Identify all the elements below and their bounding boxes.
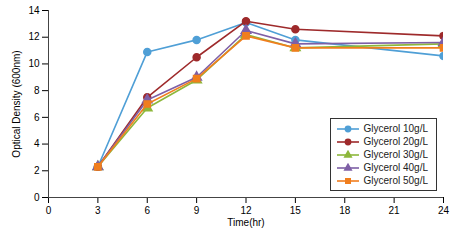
svg-text:0: 0 (34, 192, 40, 203)
svg-text:12: 12 (28, 31, 40, 42)
svg-text:6: 6 (144, 205, 150, 216)
svg-text:2: 2 (34, 165, 40, 176)
svg-text:4: 4 (34, 138, 40, 149)
svg-text:6: 6 (34, 112, 40, 123)
svg-text:14: 14 (28, 5, 40, 16)
svg-text:21: 21 (389, 205, 401, 216)
svg-text:0: 0 (46, 205, 52, 216)
svg-text:24: 24 (438, 205, 450, 216)
html-text:Glycerol 20g/L: Glycerol 20g/L (363, 136, 428, 147)
svg-text:9: 9 (194, 205, 200, 216)
svg-text:10: 10 (28, 58, 40, 69)
svg-text:15: 15 (290, 205, 302, 216)
html-text:Glycerol 10g/L: Glycerol 10g/L (363, 123, 428, 134)
html-text:Glycerol 30g/L: Glycerol 30g/L (363, 149, 428, 160)
html-text:Glycerol 40g/L: Glycerol 40g/L (363, 162, 428, 173)
svg-text:Optical Density (600nm): Optical Density (600nm) (11, 50, 22, 157)
svg-text:12: 12 (240, 205, 252, 216)
svg-text:3: 3 (95, 205, 101, 216)
html-text:Glycerol 50g/L: Glycerol 50g/L (363, 175, 428, 186)
svg-text:18: 18 (339, 205, 351, 216)
svg-text:8: 8 (34, 85, 40, 96)
svg-text:Time(hr): Time(hr) (227, 217, 264, 228)
